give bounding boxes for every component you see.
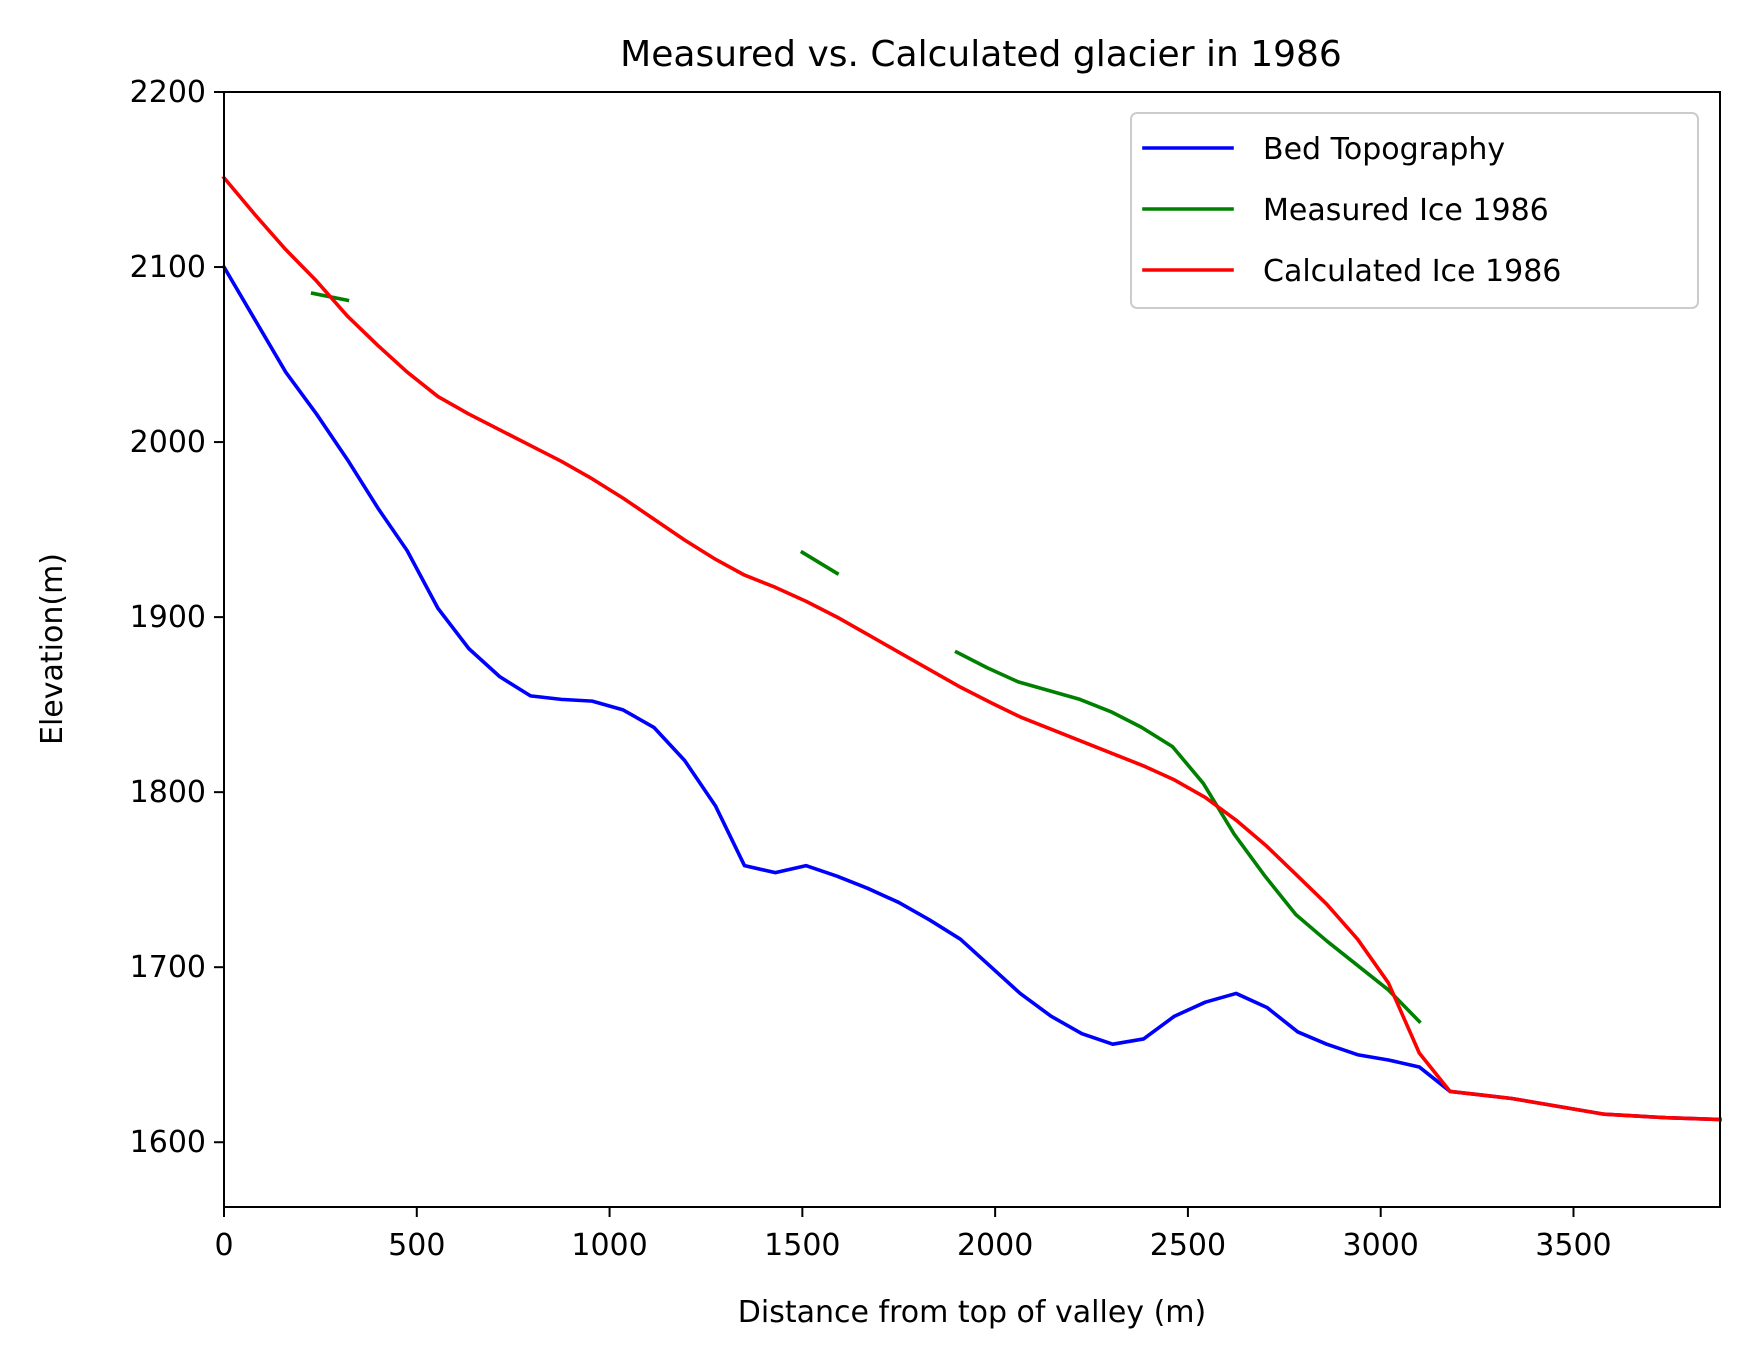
series-calculated-ice-1986 (221, 175, 1722, 1122)
y-tick-label: 1900 (130, 600, 206, 635)
y-tick-label: 2000 (130, 425, 206, 460)
x-tick-label: 2500 (1150, 1228, 1226, 1263)
legend-label: Measured Ice 1986 (1263, 193, 1549, 228)
legend-item-measured-ice-1986: Measured Ice 1986 (1142, 193, 1549, 228)
x-tick-label: 0 (214, 1228, 233, 1263)
measured-ice-1986-line (954, 649, 1422, 1025)
series-layer (221, 175, 1722, 1122)
measured-ice-1986-line (799, 549, 840, 576)
x-tick-label: 1000 (571, 1228, 647, 1263)
legend-label: Bed Topography (1263, 132, 1505, 167)
x-tick-label: 1500 (764, 1228, 840, 1263)
x-tick-label: 2000 (957, 1228, 1033, 1263)
y-tick-label: 1700 (130, 950, 206, 985)
legend-item-bed-topography: Bed Topography (1142, 132, 1505, 167)
x-tick-label: 3000 (1343, 1228, 1419, 1263)
y-tick-label: 1800 (130, 775, 206, 810)
plot-frame (223, 91, 1721, 1208)
legend-box (1130, 112, 1699, 309)
y-tick-label: 2200 (130, 75, 206, 110)
x-axis-label: Distance from top of valley (m) (738, 1295, 1206, 1330)
x-axis: 0 500 1000 1500 2000 2500 3000 3500 (214, 1207, 1612, 1263)
legend-item-calculated-ice-1986: Calculated Ice 1986 (1142, 254, 1561, 289)
y-tick-label: 1600 (130, 1125, 206, 1160)
legend-label: Calculated Ice 1986 (1263, 254, 1561, 289)
y-axis: 1600 1700 1800 1900 2000 2100 2200 (130, 75, 224, 1160)
calculated-ice-1986-line (221, 175, 1722, 1122)
x-tick-label: 500 (388, 1228, 445, 1263)
legend-items: Bed Topography Measured Ice 1986 Calculate… (1142, 132, 1561, 289)
y-tick-label: 2100 (130, 250, 206, 285)
legend: Bed Topography Measured Ice 1986 Calculate… (1130, 112, 1699, 309)
x-tick-label: 3500 (1535, 1228, 1611, 1263)
y-axis-label: Elevation(m) (35, 553, 70, 745)
chart-title: Measured vs. Calculated glacier in 1986 (620, 34, 1342, 75)
